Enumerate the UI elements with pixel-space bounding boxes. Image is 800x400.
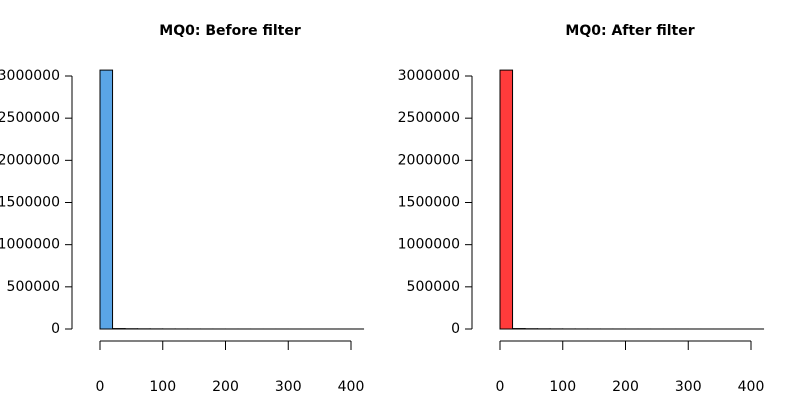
y-tick-label: 500000 [7, 279, 60, 295]
y-tick-label: 1500000 [398, 195, 460, 211]
bar [99, 69, 114, 330]
x-tick-label: 100 [549, 379, 576, 395]
y-tick-label: 0 [451, 321, 460, 337]
y-tick-label: 3000000 [0, 68, 60, 84]
bar [499, 69, 514, 330]
x-tick-label: 0 [96, 379, 105, 395]
y-tick-label: 1500000 [0, 195, 60, 211]
x-tick-label: 400 [338, 379, 365, 395]
y-tick-label: 500000 [407, 279, 460, 295]
y-tick-label: 2000000 [398, 152, 460, 168]
x-tick-label: 200 [612, 379, 639, 395]
y-tick-label: 2500000 [398, 110, 460, 126]
chart-title: MQ0: After filter [565, 23, 694, 39]
y-tick-label: 1000000 [0, 237, 60, 253]
y-tick-label: 2500000 [0, 110, 60, 126]
x-tick-label: 0 [496, 379, 505, 395]
chart-title: MQ0: Before filter [159, 23, 301, 39]
x-tick-label: 100 [149, 379, 176, 395]
y-tick-label: 1000000 [398, 237, 460, 253]
y-tick-label: 3000000 [398, 68, 460, 84]
y-tick-label: 0 [51, 321, 60, 337]
x-tick-label: 300 [275, 379, 302, 395]
x-tick-label: 400 [738, 379, 765, 395]
x-tick-label: 300 [675, 379, 702, 395]
x-tick-label: 200 [212, 379, 239, 395]
y-tick-label: 2000000 [0, 152, 60, 168]
